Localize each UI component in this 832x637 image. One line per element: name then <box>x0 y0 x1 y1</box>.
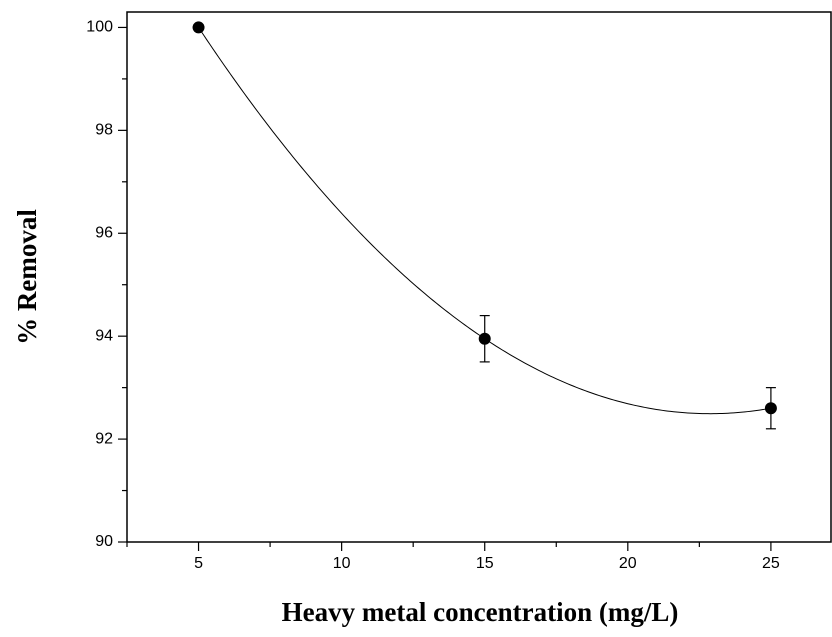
y-axis-title: % Removal <box>12 209 42 345</box>
y-tick-label: 98 <box>95 122 113 139</box>
y-tick-label: 96 <box>95 224 113 241</box>
x-tick-label: 20 <box>619 555 637 572</box>
x-tick-label: 25 <box>762 555 780 572</box>
plot-frame <box>126 11 832 543</box>
x-tick-label: 15 <box>476 555 494 572</box>
y-tick-label: 100 <box>86 19 113 36</box>
y-tick-label: 90 <box>95 533 113 550</box>
point <box>764 402 777 415</box>
y-tick-label: 92 <box>95 430 113 447</box>
y-tick-label: 94 <box>95 327 113 344</box>
x-tick-label: 10 <box>333 555 351 572</box>
point <box>192 21 205 34</box>
point <box>478 332 491 345</box>
x-tick-label: 5 <box>194 555 203 572</box>
x-axis-title: Heavy metal concentration (mg/L) <box>282 597 679 627</box>
